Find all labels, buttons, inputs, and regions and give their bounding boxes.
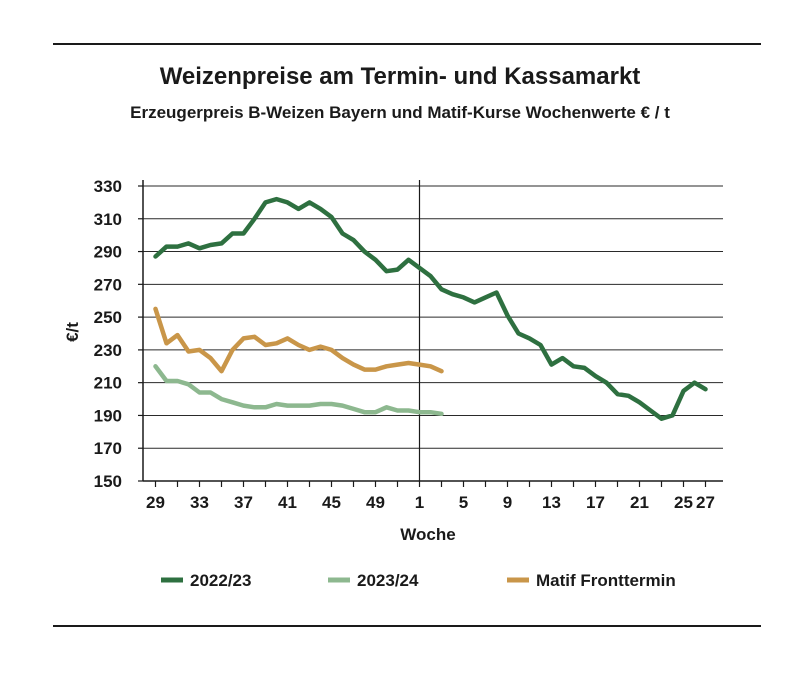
x-tick-label: 29	[146, 493, 165, 512]
y-tick-label: 310	[94, 210, 122, 229]
x-tick-label: 49	[366, 493, 385, 512]
y-tick-label: 170	[94, 439, 122, 458]
legend-item: 2022/23	[161, 571, 251, 590]
y-tick-label: 330	[94, 177, 122, 196]
legend-label: Matif Fronttermin	[536, 571, 676, 590]
y-tick-label: 230	[94, 341, 122, 360]
x-tick-label: 25	[674, 493, 693, 512]
legend-item: 2023/24	[328, 571, 419, 590]
y-tick-label: 190	[94, 406, 122, 425]
x-tick-label: 41	[278, 493, 297, 512]
y-tick-label: 210	[94, 374, 122, 393]
legend-item: Matif Fronttermin	[507, 571, 676, 590]
y-tick-label: 270	[94, 275, 122, 294]
bottom-rule	[53, 625, 761, 627]
x-tick-label: 5	[459, 493, 468, 512]
x-axis-label: Woche	[400, 525, 455, 544]
top-rule	[53, 43, 761, 45]
x-tick-label: 37	[234, 493, 253, 512]
x-tick-label: 17	[586, 493, 605, 512]
y-tick-label: 250	[94, 308, 122, 327]
x-tick-label: 33	[190, 493, 209, 512]
legend-label: 2023/24	[357, 571, 419, 590]
x-tick-label: 1	[415, 493, 424, 512]
x-tick-label: 21	[630, 493, 649, 512]
series-line-2022-23	[153, 196, 708, 421]
grid-layer	[143, 185, 723, 482]
legend-label: 2022/23	[190, 571, 251, 590]
y-tick-label: 290	[94, 243, 122, 262]
x-tick-label: 27	[696, 493, 715, 512]
series-layer	[153, 196, 708, 421]
series-line-2023-24	[153, 364, 444, 417]
y-tick-label: 150	[94, 472, 122, 491]
legend: 2022/23 2023/24 Matif Fronttermin	[161, 571, 676, 590]
x-tick-label: 45	[322, 493, 341, 512]
chart-title: Weizenpreise am Termin- und Kassamarkt	[159, 63, 641, 90]
x-tick-label: 13	[542, 493, 561, 512]
y-axis-label: €/t	[63, 322, 82, 342]
axis-layer: 150 170 190 210 230 250 270 290 310 330 29 33 37 41 45…	[94, 177, 723, 512]
chart-subtitle: Erzeugerpreis B-Weizen Bayern und Matif-…	[130, 103, 670, 122]
series-line-matif-fronttermin	[153, 306, 444, 374]
x-tick-label: 9	[503, 493, 512, 512]
